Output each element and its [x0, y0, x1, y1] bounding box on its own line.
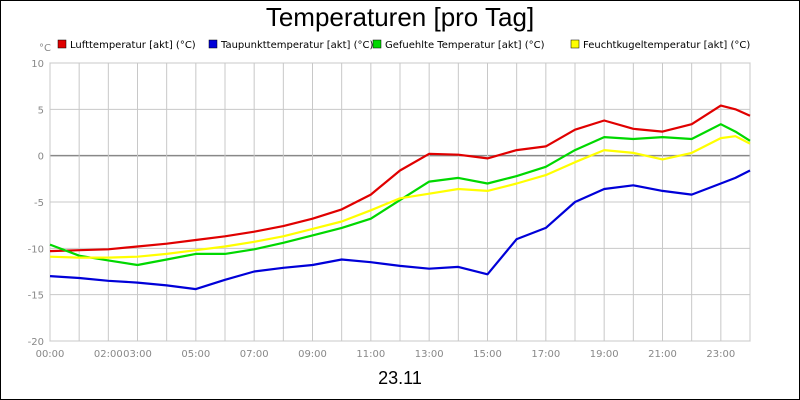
x-tick-label: 21:00	[648, 349, 677, 360]
y-tick-label: 5	[38, 105, 44, 116]
x-axis-ticks: 00:00 02:00 03:00 05:00 07:00 09:00 11:00 13:00…	[36, 349, 736, 360]
x-tick-label: 00:00	[36, 349, 65, 360]
x-tick-label: 05:00	[181, 349, 210, 360]
legend-swatch-2	[208, 39, 218, 49]
x-tick-label: 17:00	[531, 349, 560, 360]
legend-swatch-3	[372, 39, 382, 49]
legend-label-4: Feuchtkugeltemperatur [akt] (°C)	[583, 40, 750, 51]
x-tick-label: 03:00	[123, 349, 152, 360]
legend: Lufttemperatur [akt] (°C) Taupunkttempera…	[57, 39, 750, 51]
series-line-3	[49, 123, 751, 267]
series-line-4	[49, 135, 751, 259]
x-tick-label: 13:00	[415, 349, 444, 360]
y-axis-label: °C	[39, 43, 51, 54]
y-tick-label: 10	[31, 59, 44, 70]
series-lines	[49, 104, 751, 291]
legend-label-3: Gefuehlte Temperatur [akt] (°C)	[385, 40, 545, 51]
series-line-2	[49, 169, 751, 291]
y-tick-label: -20	[28, 337, 44, 348]
y-tick-label: -15	[28, 291, 44, 302]
x-tick-label: 15:00	[473, 349, 502, 360]
x-tick-label: 19:00	[590, 349, 619, 360]
x-tick-label: 07:00	[240, 349, 269, 360]
legend-label-2: Taupunkttemperatur [akt] (°C)	[220, 40, 373, 51]
y-tick-label: -5	[34, 198, 44, 209]
grid-lines	[49, 62, 751, 342]
y-axis-ticks: 10 5 0 -5 -10 -15 -20	[28, 59, 44, 348]
x-axis-label: 23.11	[378, 368, 422, 388]
y-tick-label: -10	[28, 244, 44, 255]
x-tick-label: 09:00	[298, 349, 327, 360]
x-tick-label: 23:00	[706, 349, 735, 360]
chart-title: Temperaturen [pro Tag]	[265, 2, 535, 32]
x-tick-label: 11:00	[356, 349, 385, 360]
legend-swatch-1	[57, 39, 67, 49]
legend-swatch-4	[570, 39, 580, 49]
y-tick-label: 0	[38, 152, 44, 163]
legend-label-1: Lufttemperatur [akt] (°C)	[70, 40, 196, 51]
x-tick-label: 02:00	[94, 349, 123, 360]
series-line-1	[49, 104, 751, 253]
